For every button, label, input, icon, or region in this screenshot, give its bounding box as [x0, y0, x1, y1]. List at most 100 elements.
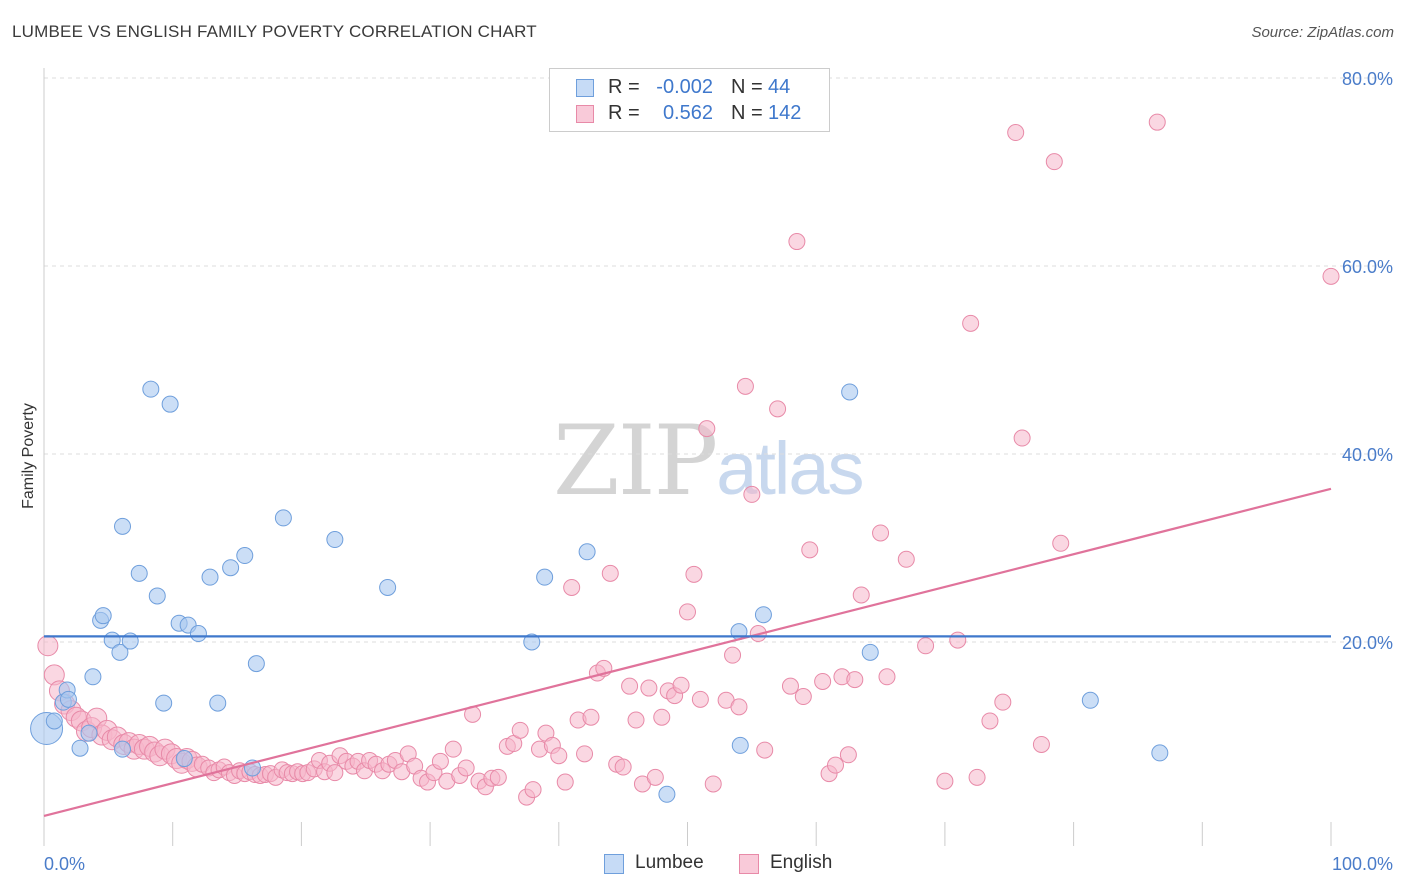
english-point: [878, 668, 896, 686]
axis-labels: 20.0% 40.0% 60.0% 80.0% 0.0% 100.0% Family Pov…: [20, 69, 1393, 874]
x-tick-label: 0.0%: [44, 854, 85, 874]
english-point: [1052, 534, 1070, 552]
english-points: [37, 113, 1340, 806]
lumbee-point: [247, 655, 265, 673]
series-legend: Lumbee English: [0, 852, 1406, 878]
lumbee-point: [71, 739, 89, 757]
english-point: [691, 690, 709, 708]
english-point: [563, 578, 581, 596]
english-point: [524, 781, 542, 799]
lumbee-legend-swatch: [604, 854, 624, 874]
lumbee-point: [161, 395, 179, 413]
english-point: [444, 740, 462, 758]
lumbee-point: [731, 736, 749, 754]
y-tick-label: 80.0%: [1342, 69, 1393, 89]
lumbee-point: [80, 724, 98, 742]
lumbee-point: [84, 668, 102, 686]
english-point: [724, 646, 742, 664]
english-point: [1148, 113, 1166, 131]
y-tick-label: 40.0%: [1342, 445, 1393, 465]
lumbee-point: [189, 625, 207, 643]
english-point: [872, 524, 890, 542]
lumbee-point: [155, 694, 173, 712]
english-point: [37, 635, 59, 657]
english-point: [556, 773, 574, 791]
english-point: [968, 768, 986, 786]
lumbee-point: [236, 547, 254, 565]
source-credit: Source: ZipAtlas.com: [1251, 24, 1394, 41]
english-point: [1322, 267, 1340, 285]
english-point: [621, 677, 639, 695]
english-point: [646, 768, 664, 786]
lumbee-point: [111, 643, 129, 661]
lumbee-r-value: -0.002: [656, 76, 713, 98]
english-point: [627, 711, 645, 729]
english-point: [839, 746, 857, 764]
y-tick-label: 20.0%: [1342, 633, 1393, 653]
english-point: [949, 631, 967, 649]
lumbee-n-value: 44: [768, 76, 791, 98]
lumbee-point: [142, 380, 160, 398]
english-point: [582, 708, 600, 726]
lumbee-point: [201, 568, 219, 586]
english-point: [852, 586, 870, 604]
lumbee-n-label: N =: [731, 76, 763, 98]
english-r-value: 0.562: [662, 102, 713, 124]
english-point: [1045, 153, 1063, 171]
english-point: [994, 693, 1012, 711]
correlation-legend: R = -0.002 N = 44 R = 0.562 N = 142: [549, 68, 830, 132]
legend-row-lumbee: R = -0.002 N = 44: [550, 75, 829, 101]
english-point: [769, 400, 787, 418]
lumbee-point: [94, 607, 112, 625]
lumbee-point: [326, 531, 344, 549]
axes: [43, 68, 1332, 846]
english-legend-label: English: [770, 852, 833, 873]
english-point: [511, 721, 529, 739]
watermark-atlas: atlas: [716, 427, 864, 510]
lumbee-point: [130, 564, 148, 582]
lumbee-legend-label: Lumbee: [635, 852, 704, 873]
english-n-label: N =: [731, 102, 763, 124]
lumbee-r-label: R =: [608, 76, 640, 98]
english-point: [794, 688, 812, 706]
english-trendline: [43, 487, 1332, 817]
x-tick-label: 100.0%: [1332, 854, 1393, 874]
english-point: [614, 758, 632, 776]
english-point: [743, 485, 761, 503]
english-point: [962, 314, 980, 332]
english-legend-swatch: [739, 854, 759, 874]
zipatlas-watermark: ZIPatlas: [553, 405, 865, 517]
english-point: [781, 677, 799, 695]
english-point: [672, 676, 690, 694]
lumbee-point: [274, 509, 292, 527]
lumbee-point: [148, 587, 166, 605]
english-point: [457, 759, 475, 777]
lumbee-point: [175, 750, 193, 768]
english-point: [685, 565, 703, 583]
lumbee-point: [841, 383, 859, 401]
english-swatch: [576, 105, 594, 123]
english-point: [679, 603, 696, 621]
english-point: [640, 679, 658, 697]
lumbee-point: [536, 568, 554, 586]
chart-title: LUMBEE VS ENGLISH FAMILY POVERTY CORRELA…: [12, 22, 537, 41]
english-point: [1007, 124, 1025, 142]
english-point: [936, 772, 954, 790]
english-point: [601, 564, 619, 582]
english-point: [1013, 429, 1031, 447]
english-point: [736, 377, 754, 395]
lumbee-points: [30, 380, 1169, 803]
lumbee-point: [1151, 744, 1169, 762]
english-point: [827, 756, 845, 774]
english-point: [814, 672, 832, 690]
lumbee-point: [1081, 691, 1099, 709]
lumbee-swatch: [576, 79, 594, 97]
english-point: [801, 541, 819, 559]
english-point: [917, 637, 935, 655]
english-point: [788, 233, 806, 251]
english-point: [653, 708, 671, 726]
english-n-value: 142: [768, 102, 802, 124]
english-point: [846, 671, 864, 689]
english-point: [704, 775, 722, 793]
lumbee-point: [578, 543, 596, 561]
